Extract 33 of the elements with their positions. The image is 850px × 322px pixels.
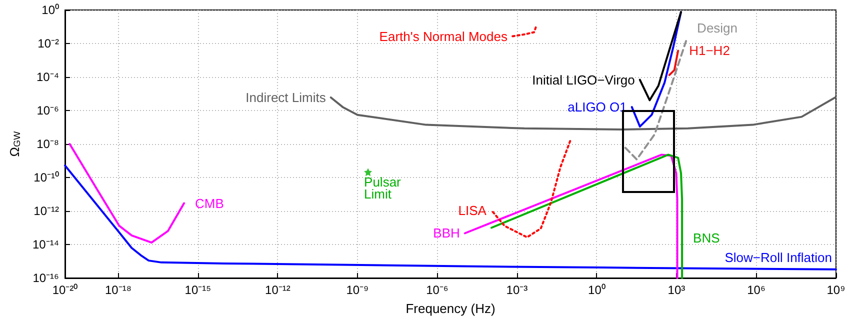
x-tick-label: 10⁻¹⁵	[184, 283, 212, 297]
series-label: H1−H2	[689, 43, 730, 58]
x-tick-label: 10⁶	[747, 283, 766, 297]
y-tick-label: 10⁻¹²	[34, 204, 59, 218]
x-axis-title: Frequency (Hz)	[406, 301, 496, 316]
series-label: Earth's Normal Modes	[379, 28, 508, 44]
x-tick-label: 10⁰	[588, 283, 606, 297]
series-label: BNS	[693, 230, 720, 246]
series-label: Indirect Limits	[246, 90, 326, 105]
y-tick-label: 10⁻⁸	[36, 137, 59, 151]
x-tick-label: 10⁻¹²	[265, 283, 290, 297]
y-tick-label: 10⁻⁴	[36, 70, 59, 84]
series-label: LISA	[458, 202, 487, 218]
x-tick-label: 10⁻⁹	[346, 283, 369, 297]
y-tick-label: 10⁻²	[38, 36, 60, 50]
x-tick-label: 10⁻²⁰	[52, 283, 78, 297]
y-tick-label: 10⁻⁶	[36, 104, 60, 118]
series-label: Initial LIGO−Virgo	[532, 72, 635, 88]
series-label: Pulsar Limit	[364, 174, 402, 202]
series-label: Design	[697, 20, 738, 36]
y-tick-label: 10⁰	[42, 3, 59, 17]
x-tick-label: 10³	[668, 283, 686, 297]
y-tick-label: 10⁻¹⁴	[32, 238, 59, 252]
x-tick-label: 10⁻¹⁸	[104, 283, 132, 297]
y-tick-label: 10⁻¹⁰	[34, 170, 59, 184]
x-tick-label: 10⁻⁶	[426, 283, 448, 297]
y-axis-title: ΩGW	[7, 130, 22, 157]
x-tick-label: 10⁻³	[506, 283, 528, 297]
series-label: BBH	[433, 226, 460, 241]
series-label: CMB	[195, 196, 224, 211]
series-label: Slow−Roll Inflation	[724, 250, 832, 265]
x-tick-label: 10⁹	[826, 283, 846, 297]
y-tick-label: 10⁻¹⁶	[32, 271, 60, 285]
